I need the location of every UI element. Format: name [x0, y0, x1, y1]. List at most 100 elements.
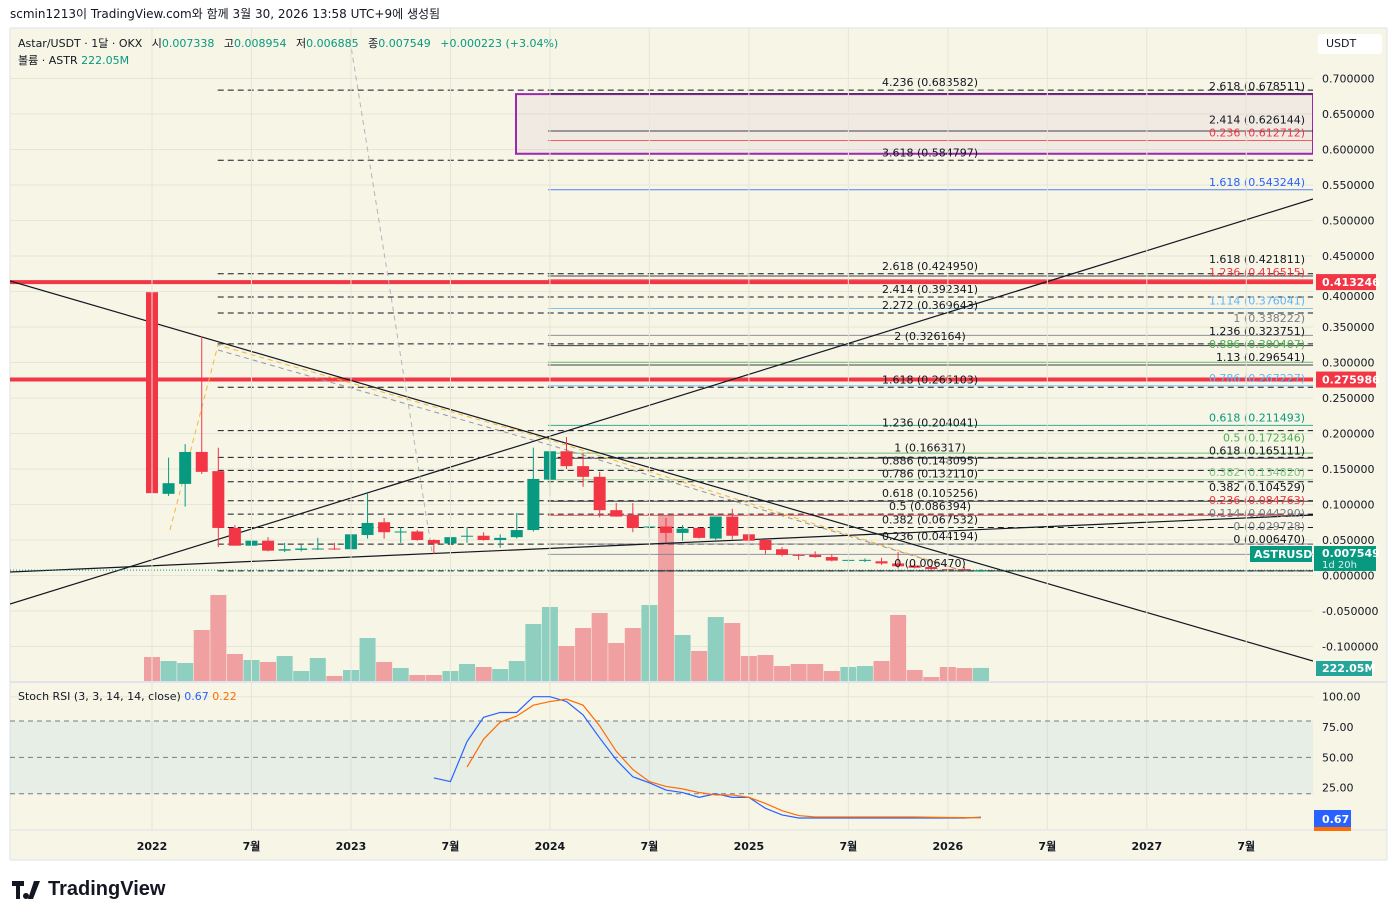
stoch-k-line — [433, 696, 982, 819]
candle-body[interactable] — [659, 526, 672, 533]
trendline — [10, 280, 1313, 662]
high-value: 0.008954 — [234, 37, 287, 50]
fib-level-label: 0.382 (0.067532) — [882, 514, 978, 527]
fib-level-label: 2 (0.326164) — [894, 330, 966, 343]
price-level-tag-text: 0.413246 — [1322, 276, 1380, 289]
candle-body[interactable] — [361, 522, 374, 536]
candle-body[interactable] — [792, 554, 805, 556]
candle-body[interactable] — [825, 557, 838, 561]
stoch-axis-tick: 25.00 — [1322, 782, 1354, 795]
price-level-tag — [1316, 371, 1376, 388]
volume-label[interactable]: 볼륨 · ASTR — [18, 54, 78, 67]
volume-bar — [326, 676, 343, 681]
trendline — [10, 198, 1313, 605]
candle-body[interactable] — [776, 549, 789, 555]
volume-bar — [425, 675, 442, 681]
currency-selector[interactable]: USDT — [1318, 34, 1382, 54]
candle-body[interactable] — [975, 570, 987, 572]
stoch-rsi-legend: Stoch RSI (3, 3, 14, 14, close) 0.67 0.2… — [18, 690, 237, 703]
candle-body[interactable] — [560, 451, 573, 467]
candle-body[interactable] — [510, 530, 523, 538]
candle-body[interactable] — [676, 528, 689, 533]
tradingview-logo[interactable]: TradingView — [12, 878, 165, 901]
time-axis-tick: 7월 — [641, 839, 659, 853]
candle-body[interactable] — [179, 451, 192, 484]
candle-body[interactable] — [527, 478, 540, 531]
candle-body[interactable] — [593, 476, 606, 511]
fib-level-label: 0 (0.006470) — [1233, 533, 1305, 546]
candle-body[interactable] — [875, 561, 888, 564]
stoch-rsi-label[interactable]: Stoch RSI (3, 3, 14, 14, close) — [18, 690, 181, 703]
candle-body[interactable] — [925, 566, 938, 570]
volume-bar — [193, 630, 210, 681]
candle-body[interactable] — [378, 522, 391, 533]
fib-level-label: 1.236 (0.204041) — [882, 417, 978, 430]
fib-level-label: 1.618 (0.421811) — [1209, 253, 1305, 266]
symbol-tag-text: ASTRUSDT — [1254, 548, 1320, 561]
candle-body[interactable] — [626, 515, 639, 528]
volume-bar — [774, 666, 791, 681]
candle-body[interactable] — [427, 540, 440, 544]
volume-bar — [591, 613, 608, 681]
candle-body[interactable] — [278, 549, 291, 551]
candle-body[interactable] — [411, 531, 424, 540]
fib-level-label: 0.382 (0.104529) — [1209, 481, 1305, 494]
volume-bar — [260, 662, 277, 681]
fib-level-label: 1.618 (0.265103) — [882, 373, 978, 386]
price-axis-tick: 0.650000 — [1322, 108, 1375, 121]
volume-bar — [475, 667, 492, 681]
fib-level-label: 1 (0.338222) — [1233, 312, 1305, 325]
candle-body[interactable] — [610, 510, 623, 517]
candle-body[interactable] — [328, 548, 341, 550]
price-axis-tick: -0.100000 — [1322, 641, 1378, 654]
candle-body[interactable] — [195, 451, 208, 472]
fib-level-label: 0.618 (0.105256) — [882, 487, 978, 500]
candle-body[interactable] — [759, 540, 772, 550]
candle-body[interactable] — [726, 516, 739, 536]
time-axis-tick: 2027 — [1131, 840, 1162, 853]
candle-body[interactable] — [461, 535, 474, 537]
candle-body[interactable] — [809, 554, 822, 558]
fib-level-label: 1 (0.166317) — [894, 442, 966, 455]
fib-level-label: 0.5 (0.086394) — [889, 500, 971, 513]
open-value: 0.007338 — [161, 37, 215, 50]
candle-body[interactable] — [577, 466, 590, 477]
volume-bar — [226, 654, 243, 681]
stoch-d-line — [466, 698, 982, 819]
tradingview-logo-icon — [12, 880, 40, 899]
candle-body[interactable] — [858, 559, 871, 561]
volume-bar — [657, 515, 674, 681]
candle-body[interactable] — [908, 565, 921, 568]
candle-body[interactable] — [892, 563, 905, 567]
fib-level-label: 0.618 (0.211493) — [1209, 411, 1305, 424]
volume-bar — [177, 663, 194, 681]
dashed-trendline — [349, 39, 433, 553]
projection-path — [169, 344, 961, 571]
price-axis-tick: 0.400000 — [1322, 290, 1375, 303]
price-axis-tick: 0.600000 — [1322, 144, 1375, 157]
fib-level-label: 0 (0.006470) — [894, 557, 966, 570]
stoch-d-tag — [1314, 827, 1351, 831]
last-price-tag — [1314, 546, 1376, 571]
volume-bar — [823, 671, 840, 681]
candle-body[interactable] — [693, 527, 706, 538]
time-axis-tick: 7월 — [1237, 839, 1255, 853]
candle-body[interactable] — [311, 548, 324, 550]
stoch-k-tag — [1314, 810, 1351, 827]
candle-body[interactable] — [262, 540, 275, 551]
fib-level-label: 0.618 (0.165111) — [1209, 444, 1305, 457]
candle-body[interactable] — [212, 471, 225, 528]
candle-body[interactable] — [477, 535, 490, 540]
candle-body[interactable] — [709, 516, 722, 539]
volume-bar — [525, 624, 542, 681]
symbol-title[interactable]: Astar/USDT · 1달 · OKX — [18, 37, 143, 50]
candle-body[interactable] — [162, 483, 175, 494]
fib-level-label: 1.236 (0.416515) — [1209, 266, 1305, 279]
candle-body[interactable] — [228, 527, 241, 546]
candle-body[interactable] — [295, 548, 308, 550]
volume-bar — [807, 664, 824, 681]
candle-body[interactable] — [394, 531, 407, 533]
candle-body[interactable] — [494, 537, 507, 540]
fib-level-label: 2.618 (0.678511) — [1209, 80, 1305, 93]
